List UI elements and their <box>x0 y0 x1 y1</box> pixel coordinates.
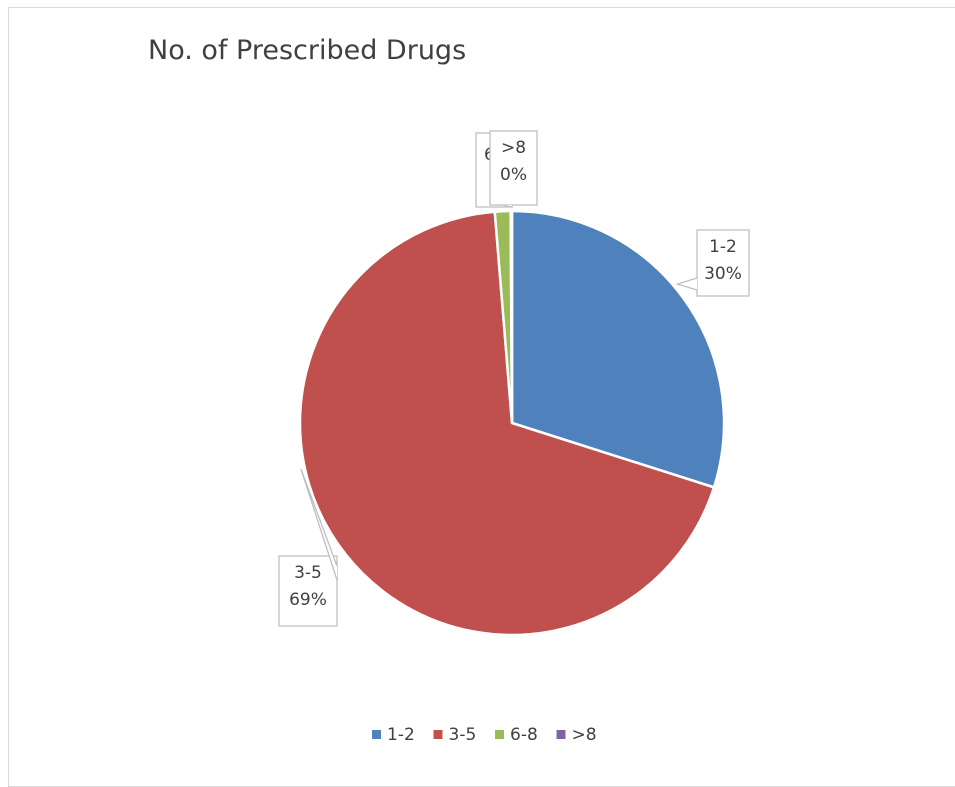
pie-slice-35 <box>298 210 716 637</box>
data-label-text: 3-5 <box>294 563 322 583</box>
data-label-text: >8 <box>501 138 526 158</box>
legend-label: >8 <box>572 725 597 745</box>
pie-slice-8 <box>509 209 514 424</box>
pie-slices <box>298 209 726 637</box>
legend-label: 3-5 <box>449 725 477 745</box>
data-labels: 1-230%3-569%6-8>80% <box>278 130 750 627</box>
legend-item-3: >8 <box>556 725 597 745</box>
legend-label: 6-8 <box>510 725 538 745</box>
legend-item-0: 1-2 <box>372 725 415 745</box>
data-label-1: 3-569% <box>278 468 338 627</box>
legend-swatch <box>556 730 566 739</box>
legend: 1-2 3-5 6-8 >8 <box>372 725 597 745</box>
legend-item-1: 3-5 <box>433 725 477 745</box>
legend-item-2: 6-8 <box>495 725 538 745</box>
chart-title: No. of Prescribed Drugs <box>148 35 466 66</box>
data-label-0: 1-230% <box>675 229 750 297</box>
legend-swatch <box>372 730 381 739</box>
data-label-text: 0% <box>500 165 527 185</box>
legend-swatch <box>433 730 443 739</box>
data-label-3: >80% <box>489 130 538 208</box>
legend-label: 1-2 <box>387 725 415 745</box>
data-label-text: 30% <box>704 264 742 284</box>
pie-slice-12 <box>510 209 726 489</box>
legend-swatch <box>495 730 504 739</box>
data-label-text: 69% <box>289 590 327 610</box>
pie-chart: No. of Prescribed Drugs 1-230%3-569%6-8>… <box>148 35 750 745</box>
data-label-text: 1-2 <box>709 237 737 257</box>
